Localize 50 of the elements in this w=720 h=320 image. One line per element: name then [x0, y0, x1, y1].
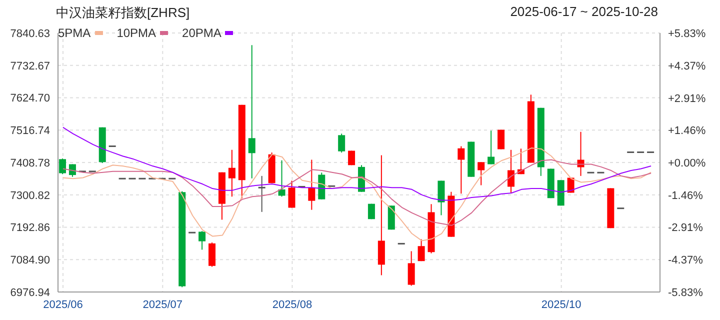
y2-tick-label: -1.46%: [668, 190, 704, 202]
candlestick: [408, 250, 415, 286]
candlestick: [248, 44, 256, 179]
candlestick: [228, 149, 236, 198]
candlestick: [348, 150, 356, 166]
candlestick: [208, 242, 216, 268]
candlestick: [488, 130, 495, 165]
x-tick-label: 2025/06: [43, 298, 83, 311]
candlestick: [278, 160, 286, 198]
legend-label: 5PMA: [58, 26, 91, 40]
y2-tick-label: +5.83%: [668, 28, 706, 40]
legend-label: 20PMA: [182, 26, 222, 40]
candlestick: [378, 154, 385, 276]
y2-tick-label: +4.37%: [668, 60, 706, 72]
y-tick-label: 7408.78: [10, 157, 50, 170]
x-tick-label: 2025/07: [142, 298, 183, 311]
candlestick: [288, 180, 296, 208]
candlestick: [68, 164, 76, 178]
y-tick-label: 7192.86: [10, 222, 50, 234]
candlestick: [338, 133, 346, 154]
line-series: [62, 148, 652, 242]
candlestick: [418, 238, 425, 262]
y-tick-label: 7840.63: [10, 28, 50, 40]
y-tick-label: 7624.70: [10, 92, 50, 105]
y2-tick-label: -4.37%: [668, 254, 704, 266]
x-tick-label: 2025/10: [541, 298, 582, 311]
candlestick: [198, 230, 206, 250]
y2-tick-label: -2.91%: [668, 222, 704, 234]
y-tick-label: 7300.82: [10, 190, 50, 202]
legend-label: 10PMA: [116, 26, 156, 40]
candlestick: [258, 175, 266, 212]
x-tick-label: 2025/08: [272, 298, 312, 311]
y2-tick-label: -5.83%: [668, 286, 704, 299]
candlestick: [498, 129, 505, 150]
candlestick: [59, 158, 66, 175]
chart-subtitle: 2025-06-17 ~ 2025-10-28: [510, 4, 658, 19]
candlestick: [478, 162, 485, 186]
chart-title: 中汉油菜籽指数[ZHRS]: [56, 4, 190, 22]
y-tick-label: 7516.74: [10, 125, 50, 138]
y2-tick-label: +1.46%: [668, 124, 706, 137]
y-tick-label: 7732.67: [10, 60, 50, 72]
candlestick: [438, 180, 445, 216]
y-tick-label: 7084.90: [10, 254, 50, 267]
y-tick-label: 6976.94: [10, 286, 50, 299]
y2-tick-label: +0.00%: [668, 157, 706, 170]
candlestick: [508, 149, 514, 194]
line-series: [62, 159, 652, 226]
y2-tick-label: +2.91%: [668, 92, 706, 105]
candlestick: [458, 146, 465, 194]
candlestick: [308, 159, 316, 210]
